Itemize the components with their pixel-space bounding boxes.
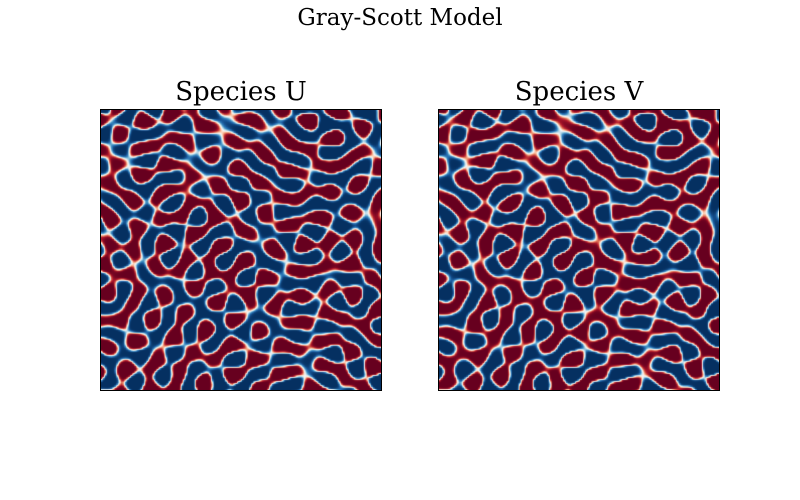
species-u-heatmap — [100, 109, 382, 391]
species-u-canvas — [101, 110, 381, 390]
species-v-canvas — [439, 110, 719, 390]
species-v-heatmap — [438, 109, 720, 391]
species-v-title: Species V — [514, 77, 644, 107]
species-u-title: Species U — [175, 77, 307, 107]
figure-title: Gray-Scott Model — [297, 5, 503, 31]
